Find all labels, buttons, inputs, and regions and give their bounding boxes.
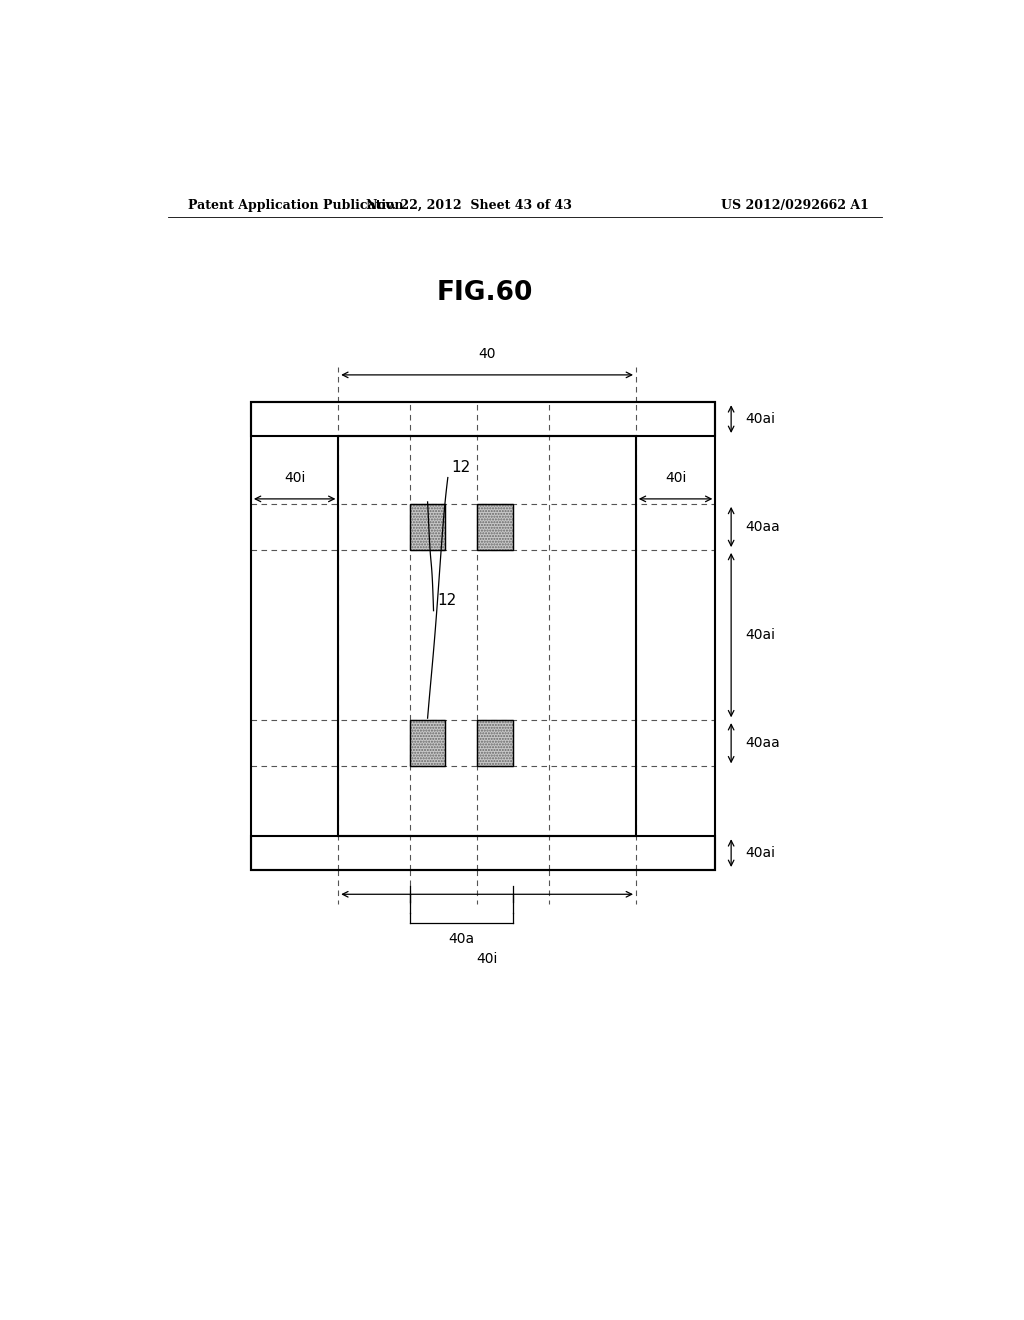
Bar: [410, 721, 445, 766]
Bar: [477, 721, 513, 766]
Text: 40ai: 40ai: [745, 846, 775, 861]
Text: 40a: 40a: [449, 932, 474, 946]
Bar: [477, 504, 513, 550]
Text: 40i: 40i: [476, 952, 498, 966]
Bar: [410, 504, 445, 550]
Bar: [410, 721, 445, 766]
Bar: [477, 504, 513, 550]
Text: Patent Application Publication: Patent Application Publication: [187, 199, 403, 213]
Text: 12: 12: [437, 593, 457, 607]
Bar: [251, 403, 715, 870]
Bar: [410, 504, 445, 550]
Text: 40ai: 40ai: [745, 628, 775, 642]
Bar: [477, 721, 513, 766]
Text: 40: 40: [478, 347, 496, 360]
Text: 40aa: 40aa: [745, 520, 780, 535]
Bar: [338, 436, 636, 837]
Text: 12: 12: [452, 459, 471, 474]
Bar: [477, 504, 513, 550]
Text: Nov. 22, 2012  Sheet 43 of 43: Nov. 22, 2012 Sheet 43 of 43: [367, 199, 572, 213]
Text: FIG.60: FIG.60: [437, 280, 534, 306]
Text: 40aa: 40aa: [745, 737, 780, 750]
Text: 40i: 40i: [284, 471, 305, 484]
Text: 40i: 40i: [665, 471, 686, 484]
Text: 40ai: 40ai: [745, 412, 775, 426]
Text: US 2012/0292662 A1: US 2012/0292662 A1: [721, 199, 868, 213]
Bar: [410, 721, 445, 766]
Bar: [251, 837, 715, 870]
Bar: [410, 504, 445, 550]
Bar: [251, 403, 715, 436]
Bar: [477, 721, 513, 766]
